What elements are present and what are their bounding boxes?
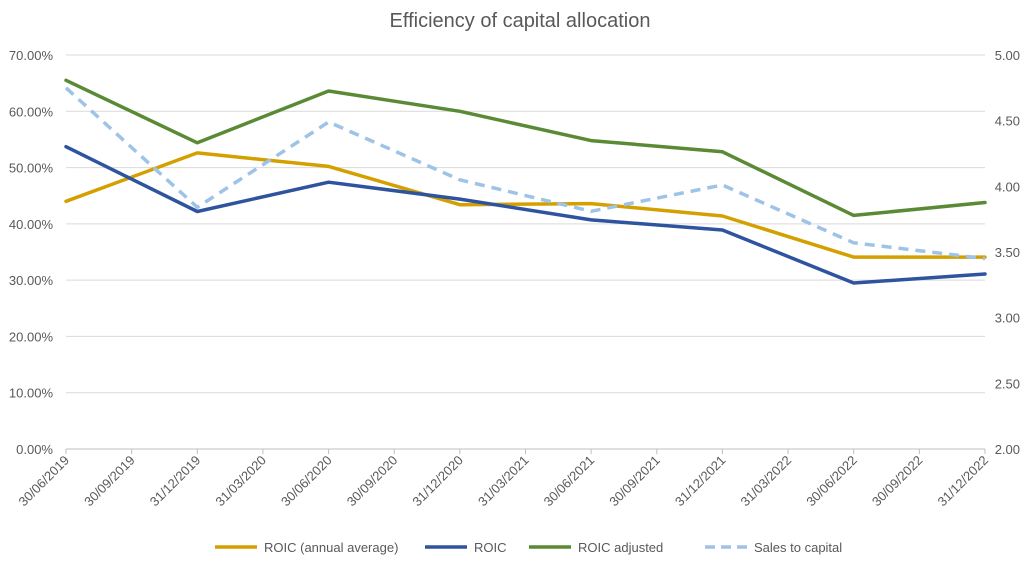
x-axis-tick-label: 31/12/2020 xyxy=(409,453,466,510)
x-axis-tick-label: 30/09/2020 xyxy=(344,453,401,510)
left-axis-tick-label: 20.00% xyxy=(9,329,54,344)
series-line xyxy=(64,144,987,285)
x-axis-tick-label: 30/09/2019 xyxy=(81,453,138,510)
x-axis-tick-label: 31/12/2022 xyxy=(934,453,991,510)
legend-label: ROIC (annual average) xyxy=(264,540,398,555)
right-axis-tick-label: 5.00 xyxy=(995,48,1020,63)
x-axis-tick-label: 31/12/2021 xyxy=(672,453,729,510)
series-lines xyxy=(64,78,987,285)
x-axis-tick-label: 30/06/2020 xyxy=(278,453,335,510)
left-axis-tick-label: 40.00% xyxy=(9,217,54,232)
series-line xyxy=(64,78,987,218)
left-axis-tick-label: 0.00% xyxy=(16,442,53,457)
series-line xyxy=(64,86,986,261)
right-y-axis: 2.00 2.50 3.00 3.50 4.00 4.50 5.00 xyxy=(995,48,1020,457)
x-axis-tick-label: 31/03/2021 xyxy=(475,453,532,510)
left-axis-tick-label: 10.00% xyxy=(9,386,54,401)
x-axis-tick-label: 31/03/2020 xyxy=(212,453,269,510)
left-y-axis: 0.00% 10.00% 20.00% 30.00% 40.00% 50.00% 60.00… xyxy=(9,48,54,457)
legend: ROIC (annual average) ROIC ROIC adjusted Sa… xyxy=(215,540,842,555)
right-axis-tick-label: 3.00 xyxy=(995,311,1020,326)
legend-label: Sales to capital xyxy=(754,540,842,555)
left-axis-tick-label: 30.00% xyxy=(9,273,54,288)
legend-label: ROIC adjusted xyxy=(578,540,663,555)
left-axis-tick-label: 70.00% xyxy=(9,48,54,63)
x-axis-tick-label: 30/06/2022 xyxy=(803,453,860,510)
right-axis-tick-label: 4.50 xyxy=(995,114,1020,129)
right-axis-tick-label: 3.50 xyxy=(995,245,1020,260)
x-axis: 30/06/2019 30/09/2019 31/12/2019 31/03/2020… xyxy=(15,448,991,510)
legend-label: ROIC xyxy=(474,540,507,555)
right-axis-tick-label: 2.00 xyxy=(995,442,1020,457)
x-axis-tick-label: 31/03/2022 xyxy=(738,453,795,510)
right-axis-tick-label: 4.00 xyxy=(995,179,1020,194)
x-axis-tick-label: 30/09/2021 xyxy=(606,453,663,510)
x-axis-tick-label: 31/12/2019 xyxy=(147,453,204,510)
x-axis-tick-label: 30/06/2019 xyxy=(15,453,72,510)
left-axis-tick-label: 50.00% xyxy=(9,161,54,176)
series-line xyxy=(64,151,987,259)
x-axis-tick-label: 30/09/2022 xyxy=(869,453,926,510)
gridlines xyxy=(66,54,985,394)
chart-title: Efficiency of capital allocation xyxy=(390,10,651,32)
right-axis-tick-label: 2.50 xyxy=(995,376,1020,391)
x-axis-tick-label: 30/06/2021 xyxy=(541,453,598,510)
left-axis-tick-label: 60.00% xyxy=(9,104,54,119)
